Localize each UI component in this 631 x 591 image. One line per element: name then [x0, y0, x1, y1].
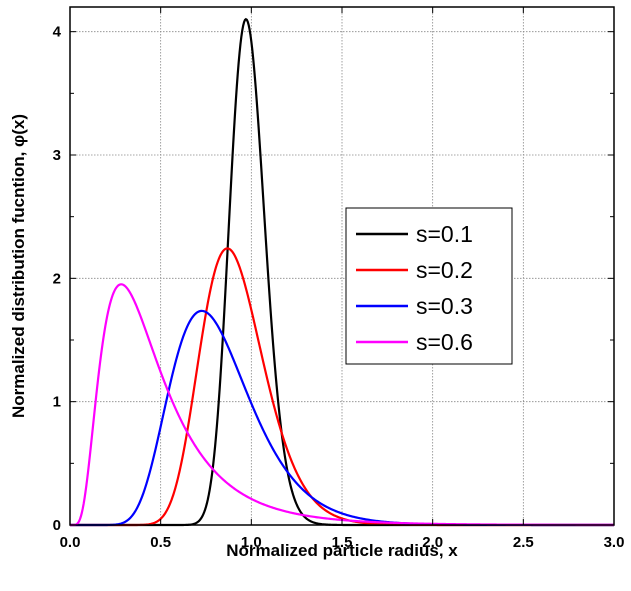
x-tick-label: 2.5	[513, 534, 534, 551]
x-axis-label: Normalized particle radius, x	[226, 541, 458, 560]
y-tick-label: 4	[53, 24, 62, 41]
x-tick-label: 3.0	[604, 534, 625, 551]
grid	[70, 7, 614, 525]
y-tick-label: 1	[53, 394, 61, 411]
x-tick-label: 1.0	[241, 534, 262, 551]
y-tick-label: 2	[53, 270, 61, 287]
legend-label: s=0.2	[416, 257, 473, 283]
tick-labels: 0.0 0.5 1.0 1.5 2.0 2.5 3.0 0 1 2 3 4	[53, 24, 625, 551]
legend-label: s=0.1	[416, 221, 473, 247]
legend: s=0.1 s=0.2 s=0.3 s=0.6	[345, 207, 513, 365]
x-tick-label: 1.5	[332, 534, 353, 551]
y-tick-label: 0	[53, 517, 61, 534]
y-axis-label: Normalized distribution fucntion, φ(x)	[9, 114, 28, 418]
legend-label: s=0.6	[416, 329, 473, 355]
x-tick-label: 2.0	[422, 534, 443, 551]
x-tick-label: 0.5	[150, 534, 171, 551]
y-tick-label: 3	[53, 147, 61, 164]
legend-label: s=0.3	[416, 293, 473, 319]
ticks	[69, 7, 615, 526]
x-tick-label: 0.0	[60, 534, 81, 551]
